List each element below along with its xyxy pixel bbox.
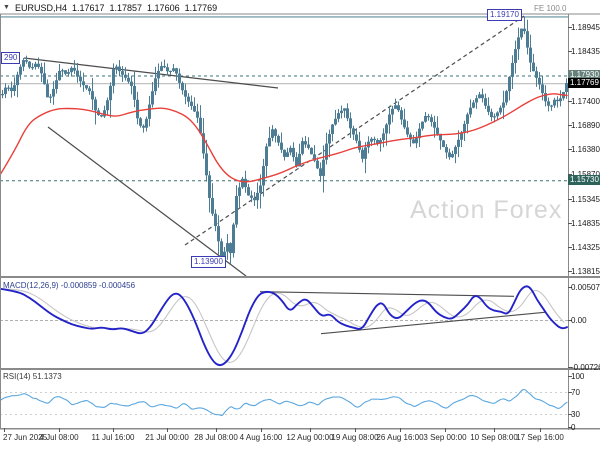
peak-price-tag[interactable]: 1.19170 — [487, 9, 522, 21]
left-trendline-price-tag[interactable]: 290 — [1, 52, 21, 64]
symbol-dropdown-icon[interactable]: ▼ — [3, 4, 10, 11]
low-price-tag[interactable]: 1.13900 — [191, 256, 226, 268]
